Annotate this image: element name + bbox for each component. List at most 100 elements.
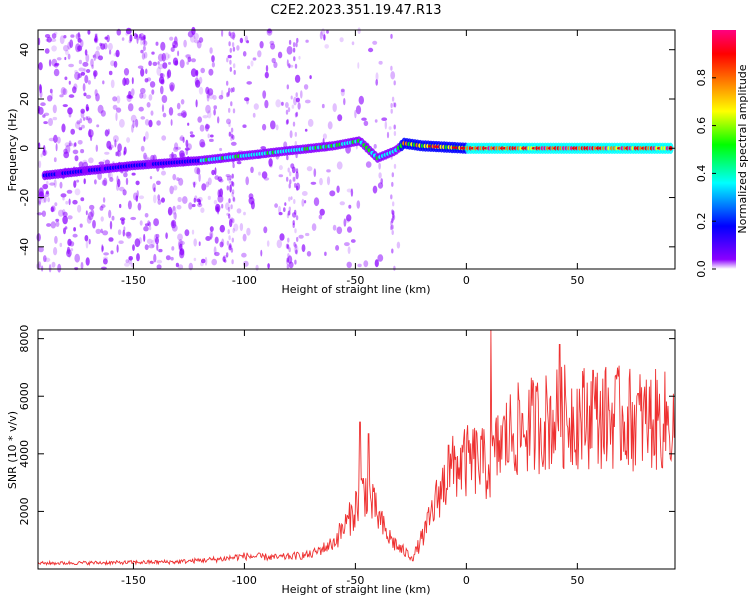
noise-dot: [180, 99, 185, 105]
noise-dot: [83, 117, 86, 121]
noise-dot: [171, 246, 175, 251]
noise-dot: [84, 49, 88, 56]
noise-dot: [267, 28, 272, 34]
noise-dot: [221, 29, 224, 37]
noise-dot: [171, 220, 175, 227]
noise-dot: [295, 171, 299, 180]
noise-dot: [149, 176, 153, 180]
noise-dot: [48, 137, 55, 142]
noise-dot: [70, 248, 74, 252]
noise-dot: [170, 119, 173, 126]
noise-dot: [108, 172, 113, 180]
spectrogram-ridge: [41, 136, 674, 181]
noise-dot: [127, 200, 132, 210]
noise-dot: [94, 38, 98, 42]
noise-dot: [53, 179, 57, 188]
noise-dot: [78, 59, 82, 65]
streak-dot: [391, 224, 394, 230]
noise-dot: [179, 240, 185, 246]
streak-dot: [390, 108, 393, 114]
noise-dot: [98, 161, 105, 165]
noise-dot: [390, 71, 396, 80]
noise-dot: [298, 234, 304, 239]
noise-dot: [137, 202, 142, 211]
streak-dot: [294, 243, 298, 249]
noise-dot: [357, 27, 361, 34]
noise-dot: [73, 180, 77, 188]
noise-dot: [326, 169, 331, 173]
noise-dot: [93, 53, 97, 61]
noise-dot: [207, 177, 212, 186]
noise-dot: [125, 259, 130, 264]
noise-dot: [173, 212, 177, 220]
noise-dot: [290, 95, 293, 100]
noise-dot: [137, 65, 144, 69]
streak-dot: [391, 248, 394, 254]
noise-dot: [156, 180, 161, 185]
noise-dot: [357, 62, 360, 69]
streak-dot: [232, 228, 235, 233]
noise-dot: [184, 147, 190, 151]
streak-dot: [230, 204, 233, 210]
noise-dot: [109, 49, 112, 55]
noise-dot: [76, 120, 81, 125]
noise-dot: [213, 199, 218, 205]
noise-dot: [218, 94, 224, 100]
streak-dot: [230, 133, 234, 139]
streak-dot: [232, 35, 235, 41]
noise-dot: [95, 144, 99, 152]
noise-dot: [156, 120, 161, 126]
noise-dot: [127, 103, 134, 112]
spectrogram-y-axis-label: Frequency (Hz): [6, 109, 19, 192]
streak-dot: [229, 47, 232, 53]
snr-series-line: [37, 329, 676, 567]
noise-dot: [79, 223, 83, 228]
snr-frame: [37, 329, 676, 570]
noise-dot: [123, 150, 126, 156]
noise-dot: [68, 142, 73, 147]
noise-dot: [343, 218, 347, 227]
noise-dot: [83, 92, 87, 97]
noise-dot: [189, 131, 194, 135]
noise-dot: [122, 229, 126, 237]
noise-dot: [126, 137, 131, 143]
noise-dot: [343, 98, 346, 106]
noise-dot: [60, 87, 66, 96]
noise-dot: [67, 215, 73, 220]
noise-dot: [173, 185, 178, 191]
noise-dot: [193, 181, 196, 188]
noise-dot: [229, 184, 232, 193]
noise-dot: [347, 226, 352, 233]
noise-dot: [56, 57, 62, 61]
streak-dot: [391, 230, 394, 235]
noise-dot: [116, 244, 119, 253]
noise-dot: [242, 51, 247, 57]
noise-dot: [78, 161, 84, 168]
y-tick-label: 4000: [18, 440, 31, 468]
noise-dot: [374, 259, 379, 268]
noise-dot: [346, 214, 352, 222]
noise-dot: [83, 178, 86, 185]
streak-dot: [233, 197, 236, 203]
noise-dot: [313, 168, 317, 178]
noise-dot: [118, 186, 125, 192]
streak-dot: [231, 192, 234, 197]
noise-dot: [321, 103, 325, 109]
noise-dot: [132, 120, 135, 129]
noise-dot: [194, 39, 200, 44]
noise-dot: [38, 160, 42, 169]
streak-dot: [228, 87, 231, 93]
noise-dot: [193, 257, 197, 262]
noise-dot: [304, 128, 308, 132]
streak-dot: [393, 124, 396, 130]
noise-dot: [180, 110, 187, 118]
noise-dot: [160, 41, 166, 51]
streak-dot: [228, 213, 231, 219]
noise-dot: [100, 216, 104, 222]
streak-dot: [232, 163, 235, 169]
noise-dot: [177, 233, 183, 241]
noise-dot: [113, 135, 119, 143]
noise-dot: [236, 161, 242, 165]
noise-dot: [375, 72, 379, 81]
noise-dot: [378, 162, 381, 170]
